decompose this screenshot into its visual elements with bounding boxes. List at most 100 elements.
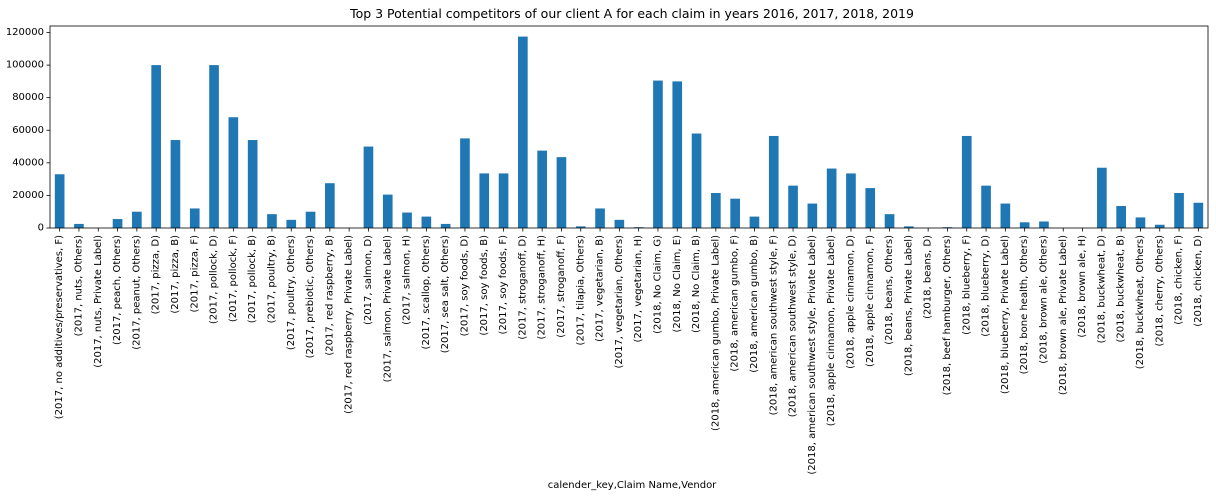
bar (961, 135, 972, 228)
y-tick-label: 120000 (6, 27, 44, 38)
x-tick-label: (2017, salmon, H) (402, 235, 413, 325)
bar (1019, 222, 1030, 228)
x-tick-label: (2018, buckwheat, D) (1096, 235, 1107, 343)
x-tick-label: (2017, sea salt, Others) (440, 235, 451, 353)
x-tick-label: (2017, no additives/preservatives, F) (54, 235, 65, 419)
y-tick-label: 20000 (12, 190, 44, 201)
y-tick-label: 80000 (12, 92, 44, 103)
bar (151, 65, 161, 228)
y-tick-label: 100000 (6, 60, 44, 71)
bar (421, 216, 432, 228)
bar (1154, 224, 1165, 228)
x-tick-label: (2018, american gumbo, B) (749, 235, 760, 373)
x-tick-label: (2017, stroganoff, H) (537, 235, 548, 340)
bar (305, 211, 316, 228)
x-tick-label: (2017, peanut, Others) (131, 235, 142, 350)
bar (479, 173, 490, 228)
bar (749, 216, 760, 228)
bar (363, 146, 374, 228)
y-axis: 0 20000 40000 60000 80000 100000 120000 (6, 27, 50, 234)
bar (440, 223, 451, 228)
bar (74, 223, 84, 228)
bar (402, 212, 412, 228)
x-tick-label: (2018, buckwheat, B) (1116, 235, 1127, 343)
x-tick-label: (2017, pizza, B) (170, 235, 181, 314)
x-tick-label: (2018, apple cinnamon, F) (865, 235, 876, 367)
bar (1097, 167, 1107, 228)
y-tick-label: 0 (38, 223, 44, 234)
bar (1135, 217, 1146, 228)
x-axis: (2017, no additives/preservatives, F) (20… (54, 228, 1204, 475)
x-tick-label: (2017, tilapia, Others) (575, 235, 586, 346)
bar (672, 81, 683, 228)
bar (267, 214, 277, 228)
y-tick-label: 60000 (12, 125, 44, 136)
x-tick-label: (2017, pollock, D) (209, 235, 220, 324)
x-tick-label: (2017, pizza, F) (189, 235, 200, 313)
bar (633, 227, 644, 228)
bar (325, 183, 335, 228)
bar (826, 168, 837, 228)
x-axis-label: calender_key,Claim Name,Vendor (548, 480, 717, 491)
bar (614, 219, 625, 228)
bar (54, 174, 65, 228)
x-tick-label: (2018, No Claim, B) (691, 235, 702, 333)
x-tick-label: (2017, pollock, F) (228, 235, 239, 322)
x-tick-label: (2017, vegetarian, Others) (614, 235, 625, 369)
bar (1174, 192, 1184, 228)
x-tick-label: (2017, scallop, Others) (421, 235, 432, 350)
x-tick-label: (2018, american southwest style, Private… (807, 235, 818, 475)
x-tick-label: (2017, soy foods, F) (498, 235, 509, 335)
chart-title: Top 3 Potential competitors of our clien… (349, 6, 914, 21)
x-tick-label: (2018, blueberry, D) (981, 235, 992, 337)
x-tick-label: (2018, american gumbo, F) (730, 235, 741, 372)
bar (460, 138, 470, 228)
x-tick-label: (2017, nuts, Private Label) (93, 235, 104, 368)
bar (1116, 206, 1126, 228)
bar (730, 198, 740, 228)
bar (1000, 203, 1011, 228)
bar (788, 185, 798, 228)
bar (537, 150, 547, 228)
x-tick-label: (2018, brown ale, Private Label) (1058, 235, 1069, 395)
bar (170, 140, 181, 228)
x-tick-label: (2017, nuts, Others) (73, 235, 84, 336)
bar (807, 203, 818, 228)
x-tick-label: (2017, peach, Others) (112, 235, 123, 345)
bars-group (54, 36, 1204, 229)
bar (1039, 221, 1049, 228)
bar (865, 188, 876, 228)
bar (846, 173, 856, 228)
bar (768, 135, 779, 228)
x-tick-label: (2017, red raspberry, B) (324, 235, 335, 356)
x-tick-label: (2018, american southwest style, D) (788, 235, 799, 417)
bar (382, 194, 393, 228)
x-tick-label: (2018, chicken, F) (1174, 235, 1185, 325)
x-tick-label: (2018, american gumbo, Private Label) (710, 235, 721, 431)
x-tick-label: (2018, brown ale, Others) (1038, 235, 1049, 364)
plot-frame (49, 25, 1209, 229)
bar (575, 226, 586, 228)
x-tick-label: (2018, bone health, Others) (1019, 235, 1030, 374)
x-tick-label: (2017, prebiotic, Others) (305, 235, 316, 359)
x-tick-label: (2018, beans, Private Label) (903, 235, 914, 376)
bar (189, 208, 200, 228)
x-tick-label: (2017, poultry, B) (266, 235, 277, 323)
x-tick-label: (2017, soy foods, B) (479, 235, 490, 336)
bar (209, 65, 219, 228)
bar (132, 211, 142, 228)
bar (112, 219, 123, 228)
bar (904, 226, 914, 228)
bar (286, 219, 297, 228)
x-tick-label: (2017, vegetarian, B) (595, 235, 606, 342)
bar (1193, 202, 1204, 228)
bar (247, 140, 258, 228)
x-tick-label: (2018, american southwest style, F) (768, 235, 779, 415)
x-tick-label: (2017, pizza, D) (151, 235, 162, 315)
x-tick-label: (2018, blueberry, Private Label) (1000, 235, 1011, 394)
x-tick-label: (2017, red raspberry, Private Label) (344, 235, 355, 414)
x-tick-label: (2018, chicken, D) (1193, 235, 1204, 327)
bar (228, 117, 239, 228)
